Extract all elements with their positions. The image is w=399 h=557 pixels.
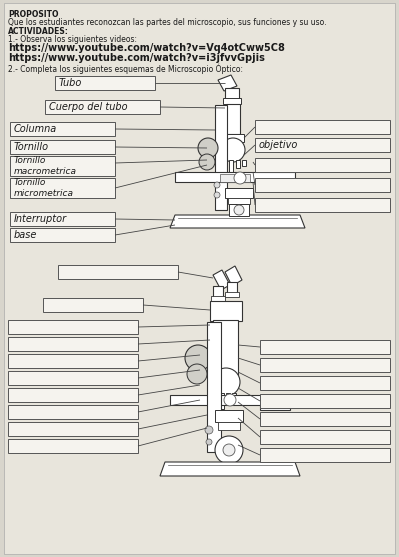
Polygon shape	[170, 215, 305, 228]
Text: PROPOSITO: PROPOSITO	[8, 10, 59, 19]
Text: ACTIVIDADES:: ACTIVIDADES:	[8, 27, 69, 36]
Polygon shape	[218, 75, 237, 91]
Polygon shape	[225, 266, 242, 286]
Circle shape	[221, 138, 245, 162]
Bar	[10, 178, 115, 198]
Bar	[236, 160, 240, 168]
Bar	[260, 448, 390, 462]
Circle shape	[214, 192, 220, 198]
Bar	[43, 298, 143, 312]
Bar	[255, 158, 390, 172]
Text: Columna: Columna	[14, 124, 57, 134]
Bar	[229, 204, 249, 216]
Text: Tornillo
macrometrica: Tornillo macrometrica	[14, 157, 77, 175]
Circle shape	[223, 444, 235, 456]
Bar	[10, 122, 115, 136]
Bar	[213, 320, 238, 375]
Bar	[220, 174, 250, 182]
Polygon shape	[170, 395, 300, 410]
Bar	[255, 120, 390, 134]
Bar	[10, 156, 115, 176]
Bar	[226, 393, 230, 405]
Bar	[10, 228, 115, 242]
Bar	[223, 98, 241, 104]
Bar	[227, 282, 237, 296]
Text: Cuerpo del tubo: Cuerpo del tubo	[49, 102, 128, 112]
Bar	[255, 138, 390, 152]
Bar	[58, 265, 178, 279]
Text: 2.- Completa los siguientes esquemas de Microscopio Óptico:: 2.- Completa los siguientes esquemas de …	[8, 63, 243, 74]
Bar	[225, 88, 239, 102]
Bar	[213, 393, 218, 415]
Circle shape	[215, 436, 243, 464]
Text: objetivo: objetivo	[259, 140, 298, 150]
Bar	[228, 198, 250, 204]
Text: Que los estudiantes reconozcan las partes del microscopio, sus funciones y su us: Que los estudiantes reconozcan las parte…	[8, 18, 326, 27]
Bar	[260, 358, 390, 372]
Bar	[8, 388, 138, 402]
Text: Tubo: Tubo	[59, 78, 82, 88]
Bar	[222, 134, 244, 142]
Text: 1.- Observa los siguientes videos:: 1.- Observa los siguientes videos:	[8, 35, 137, 44]
Bar	[260, 340, 390, 354]
Bar	[210, 301, 242, 321]
Polygon shape	[213, 270, 230, 290]
Bar	[229, 160, 233, 172]
Circle shape	[187, 364, 207, 384]
Bar	[8, 405, 138, 419]
Bar	[207, 322, 221, 452]
Bar	[8, 422, 138, 436]
Circle shape	[206, 439, 212, 445]
Circle shape	[198, 138, 218, 158]
Bar	[8, 354, 138, 368]
Circle shape	[234, 172, 246, 184]
Bar	[45, 100, 160, 114]
Text: https://www.youtube.com/watch?v=i3jfvvGpjis: https://www.youtube.com/watch?v=i3jfvvGp…	[8, 53, 265, 63]
Text: Interruptor: Interruptor	[14, 214, 67, 224]
Bar	[242, 160, 246, 166]
Circle shape	[214, 182, 220, 188]
Bar	[255, 198, 390, 212]
Polygon shape	[175, 172, 295, 188]
Bar	[255, 178, 390, 192]
Circle shape	[234, 205, 244, 215]
Bar	[222, 160, 227, 178]
Bar	[55, 76, 155, 90]
Bar	[260, 376, 390, 390]
Text: Tornillo: Tornillo	[14, 142, 49, 152]
Bar	[8, 320, 138, 334]
Bar	[225, 188, 253, 198]
Text: Tornillo
micrometrica: Tornillo micrometrica	[14, 178, 74, 198]
Bar	[260, 394, 390, 408]
Polygon shape	[160, 462, 300, 476]
Bar	[213, 286, 223, 300]
Circle shape	[185, 345, 211, 371]
Bar	[211, 296, 225, 301]
Text: https://www.youtube.com/watch?v=Vq4otCww5C8: https://www.youtube.com/watch?v=Vq4otCww…	[8, 43, 285, 53]
Bar	[215, 105, 227, 210]
Bar	[260, 412, 390, 426]
Circle shape	[224, 394, 236, 406]
Bar	[8, 337, 138, 351]
Bar	[8, 439, 138, 453]
Bar	[220, 393, 224, 409]
Bar	[10, 212, 115, 226]
Circle shape	[212, 368, 240, 396]
Bar	[10, 140, 115, 154]
Bar	[218, 422, 240, 430]
Bar	[260, 430, 390, 444]
Bar	[226, 104, 240, 134]
Circle shape	[199, 154, 215, 170]
Bar	[215, 410, 243, 422]
Bar	[225, 292, 239, 297]
Bar	[232, 393, 236, 401]
Bar	[8, 371, 138, 385]
Text: base: base	[14, 230, 38, 240]
Circle shape	[205, 426, 213, 434]
